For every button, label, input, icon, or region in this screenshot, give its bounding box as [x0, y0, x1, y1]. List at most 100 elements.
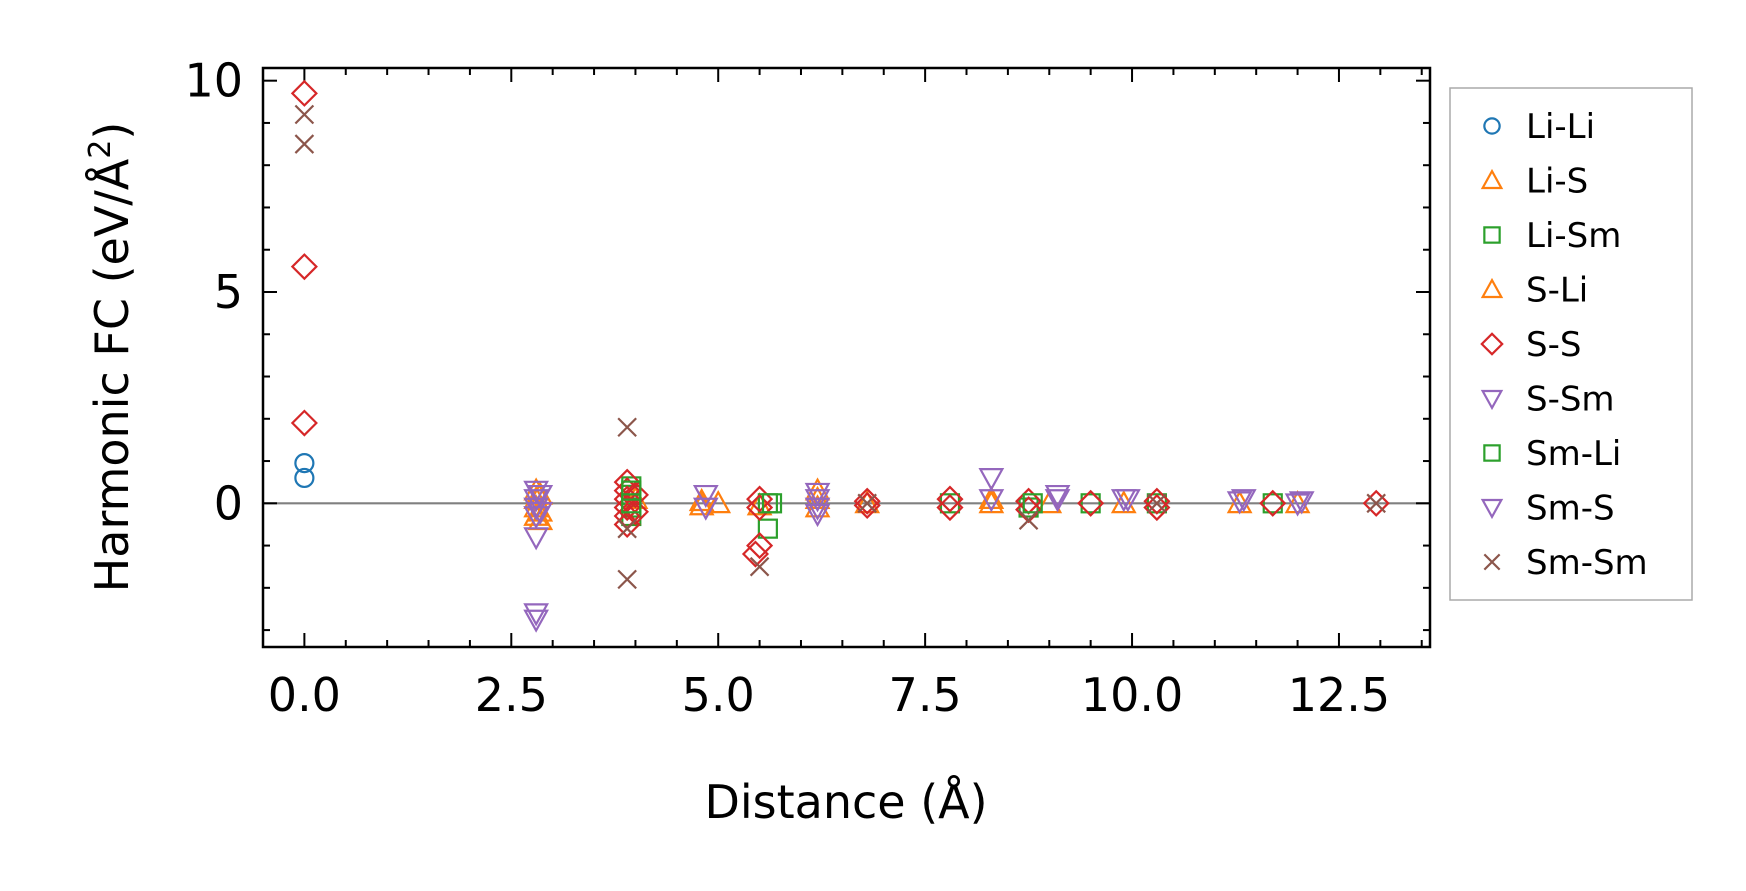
- legend-label: S-Sm: [1526, 380, 1615, 420]
- plot-frame: [261, 66, 1432, 649]
- data-point-s-s: [746, 532, 774, 560]
- legend: Li-Li Li-S Li-Sm S-Li S-S S-Sm Sm-Li Sm-S Sm-Sm: [1449, 87, 1693, 601]
- legend-entries: Li-Li Li-S Li-Sm S-Li S-S S-Sm Sm-Li Sm-S Sm-Sm: [1480, 107, 1648, 583]
- legend-marker-s-li: [1480, 277, 1504, 299]
- data-point-li-li: [294, 467, 315, 489]
- legend-marker-li-li: [1483, 117, 1501, 135]
- legend-marker-li-s: [1480, 168, 1504, 190]
- legend-item-s-sm: S-Sm: [1480, 380, 1615, 420]
- y-tick-label: 5: [214, 265, 243, 319]
- legend-marker-sm-li: [1483, 444, 1501, 462]
- data-point-s-s: [290, 409, 318, 437]
- data-point-s-li: [705, 490, 732, 514]
- data-point-s-sm: [804, 482, 831, 507]
- legend-label: Li-Sm: [1526, 216, 1621, 256]
- x-tick-label: 10.0: [1081, 668, 1183, 722]
- data-point-s-sm: [523, 506, 549, 530]
- series-s-s: [290, 79, 1390, 568]
- series-sm-s: [527, 484, 1315, 526]
- data-point-sm-s: [804, 489, 831, 513]
- data-point-li-sm: [1262, 493, 1283, 514]
- x-tick-label: 2.5: [475, 668, 548, 722]
- data-point-sm-sm: [1366, 493, 1386, 514]
- data-point-s-s: [1259, 489, 1287, 517]
- data-point-li-sm: [757, 518, 778, 539]
- data-point-s-sm: [523, 527, 549, 551]
- data-point-s-sm: [692, 484, 719, 509]
- data-point-sm-li: [621, 493, 642, 514]
- data-point-sm-s: [1288, 491, 1315, 515]
- legend-marker-s-s: [1480, 332, 1504, 356]
- data-point-s-sm: [692, 497, 719, 521]
- data-point-li-li: [294, 453, 315, 474]
- y-tick-label: 10: [184, 54, 243, 108]
- data-point-s-s: [1143, 493, 1171, 522]
- data-point-s-s: [621, 498, 650, 526]
- data-point-sm-li: [621, 480, 642, 501]
- data-point-s-s: [290, 79, 318, 107]
- y-axis-title-superscript: 2: [83, 140, 118, 159]
- data-point-sm-s: [804, 497, 831, 521]
- data-point-s-s: [746, 493, 774, 522]
- legend-item-sm-li: Sm-Li: [1483, 434, 1621, 474]
- data-point-sm-sm: [617, 569, 637, 590]
- x-tick-label: 5.0: [682, 668, 755, 722]
- data-point-sm-sm: [617, 417, 637, 438]
- data-point-sm-li: [761, 493, 783, 514]
- data-point-sm-sm: [749, 556, 770, 577]
- y-axis-title: Harmonic FC (eV/Å2): [83, 122, 139, 593]
- tick-labels-layer: 0.0 2.5 5.0 7.5 10.0 12.5 0 5 10: [184, 54, 1390, 722]
- legend-label: Sm-Sm: [1526, 543, 1648, 583]
- data-point-s-sm: [1044, 484, 1071, 509]
- data-point-s-sm: [804, 503, 831, 528]
- x-tick-label: 7.5: [889, 668, 962, 722]
- data-point-s-s: [936, 493, 964, 522]
- legend-marker-li-sm: [1483, 226, 1501, 244]
- series-li-li: [294, 453, 315, 489]
- legend-item-sm-sm: Sm-Sm: [1483, 543, 1648, 583]
- legend-item-s-li: S-Li: [1480, 271, 1588, 311]
- legend-item-li-s: Li-S: [1480, 162, 1588, 202]
- data-point-s-sm: [523, 480, 549, 504]
- legend-label: Sm-Li: [1526, 434, 1621, 474]
- legend-label: Li-Li: [1526, 107, 1595, 147]
- data-point-s-s: [621, 481, 650, 509]
- legend-item-sm-s: Sm-S: [1480, 489, 1615, 529]
- legend-marker-sm-sm: [1483, 553, 1501, 571]
- data-point-li-sm: [1080, 493, 1101, 514]
- data-point-s-sm: [523, 609, 549, 633]
- data-point-s-sm: [523, 603, 549, 627]
- data-point-sm-s: [1115, 489, 1141, 513]
- series-sm-sm: [294, 104, 1386, 590]
- data-point-s-s: [290, 253, 318, 281]
- data-point-s-s: [853, 487, 881, 515]
- legend-label: S-Li: [1526, 271, 1588, 311]
- series-sm-li: [621, 480, 1043, 514]
- data-point-s-s: [853, 491, 881, 519]
- data-point-sm-sm: [294, 134, 315, 154]
- legend-marker-s-sm: [1480, 389, 1504, 411]
- data-point-sm-sm: [1147, 493, 1167, 514]
- y-axis-title-end: ): [85, 122, 139, 140]
- legend-item-li-sm: Li-Sm: [1483, 216, 1621, 256]
- data-point-sm-sm: [857, 493, 877, 514]
- data-point-s-sm: [523, 489, 549, 513]
- data-point-sm-li: [1022, 493, 1043, 514]
- legend-label: Sm-S: [1526, 489, 1615, 529]
- data-point-sm-sm: [617, 518, 637, 539]
- data-point-sm-s: [527, 501, 554, 526]
- data-point-s-s: [1362, 489, 1390, 517]
- y-tick-label: 0: [214, 476, 243, 530]
- x-tick-label: 0.0: [268, 668, 341, 722]
- data-points-layer: [290, 79, 1390, 633]
- data-point-s-s: [1143, 487, 1171, 515]
- data-point-sm-s: [527, 484, 554, 509]
- data-point-sm-sm: [1018, 510, 1039, 530]
- legend-label: S-S: [1526, 325, 1581, 365]
- data-point-s-s: [936, 485, 964, 513]
- data-point-s-sm: [978, 468, 1005, 492]
- data-point-s-s: [741, 540, 770, 568]
- legend-item-li-li: Li-Li: [1483, 107, 1595, 147]
- legend-marker-sm-s: [1480, 498, 1504, 520]
